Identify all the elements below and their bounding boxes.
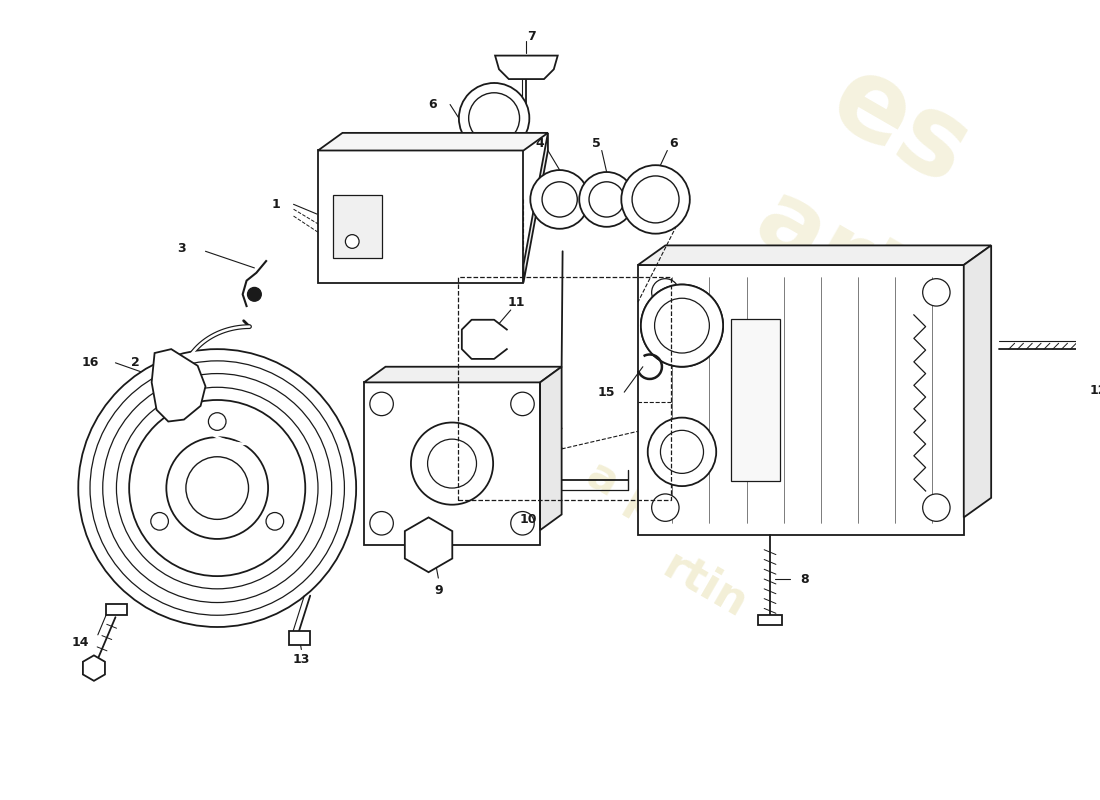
Circle shape — [542, 182, 578, 217]
Polygon shape — [364, 366, 562, 382]
Circle shape — [248, 287, 261, 301]
Circle shape — [90, 361, 344, 615]
Text: 12: 12 — [1090, 384, 1100, 397]
Polygon shape — [524, 133, 548, 282]
Circle shape — [923, 494, 950, 522]
Bar — [332, 194, 382, 258]
Bar — [288, 631, 310, 645]
Text: a pa: a pa — [579, 452, 693, 543]
Text: 9: 9 — [434, 584, 442, 598]
Circle shape — [580, 172, 634, 227]
Circle shape — [530, 170, 588, 229]
Circle shape — [632, 176, 679, 223]
Circle shape — [654, 298, 710, 353]
Circle shape — [117, 387, 318, 589]
Text: 15: 15 — [598, 386, 615, 398]
Circle shape — [510, 392, 535, 416]
Bar — [650, 303, 713, 348]
Text: 4: 4 — [536, 137, 544, 150]
Circle shape — [345, 234, 359, 248]
Circle shape — [641, 285, 723, 366]
Text: 6: 6 — [428, 98, 437, 111]
Circle shape — [166, 437, 268, 539]
Bar — [758, 615, 782, 625]
Text: 1: 1 — [272, 198, 280, 211]
Circle shape — [651, 494, 679, 522]
Circle shape — [370, 392, 394, 416]
Text: 3: 3 — [177, 242, 185, 255]
Circle shape — [469, 93, 519, 144]
Circle shape — [923, 278, 950, 306]
Polygon shape — [964, 246, 991, 518]
Text: art: art — [739, 173, 924, 334]
Polygon shape — [638, 265, 964, 535]
Circle shape — [588, 182, 624, 217]
Text: 7: 7 — [527, 30, 536, 42]
Circle shape — [370, 511, 394, 535]
Text: 6: 6 — [669, 137, 678, 150]
Bar — [106, 603, 128, 615]
Polygon shape — [318, 133, 548, 150]
Circle shape — [459, 83, 529, 154]
Text: 1985: 1985 — [705, 325, 899, 475]
Polygon shape — [638, 246, 991, 265]
Circle shape — [186, 457, 249, 519]
Text: 11: 11 — [508, 296, 526, 309]
Circle shape — [660, 430, 704, 474]
Text: es: es — [812, 44, 988, 208]
Circle shape — [411, 422, 493, 505]
Circle shape — [621, 165, 690, 234]
Text: 8: 8 — [800, 573, 808, 586]
Polygon shape — [405, 518, 452, 572]
Text: 5: 5 — [593, 137, 602, 150]
Circle shape — [641, 285, 723, 366]
Text: rtin: rtin — [654, 545, 755, 627]
Bar — [458, 277, 671, 500]
Circle shape — [648, 418, 716, 486]
Circle shape — [428, 439, 476, 488]
Polygon shape — [495, 55, 558, 79]
Circle shape — [654, 298, 710, 353]
Polygon shape — [152, 349, 206, 422]
Text: 10: 10 — [519, 513, 537, 526]
Circle shape — [651, 278, 679, 306]
Text: 16: 16 — [81, 356, 99, 370]
Circle shape — [151, 513, 168, 530]
Text: 2: 2 — [131, 356, 140, 370]
Polygon shape — [82, 655, 104, 681]
Circle shape — [510, 511, 535, 535]
Polygon shape — [318, 150, 524, 282]
Circle shape — [78, 349, 356, 627]
Polygon shape — [540, 366, 562, 530]
Text: 14: 14 — [72, 636, 89, 649]
Circle shape — [129, 400, 306, 576]
Polygon shape — [364, 382, 540, 545]
Text: 13: 13 — [293, 653, 310, 666]
Circle shape — [208, 413, 226, 430]
Circle shape — [266, 513, 284, 530]
Circle shape — [102, 374, 332, 602]
Polygon shape — [730, 318, 780, 482]
